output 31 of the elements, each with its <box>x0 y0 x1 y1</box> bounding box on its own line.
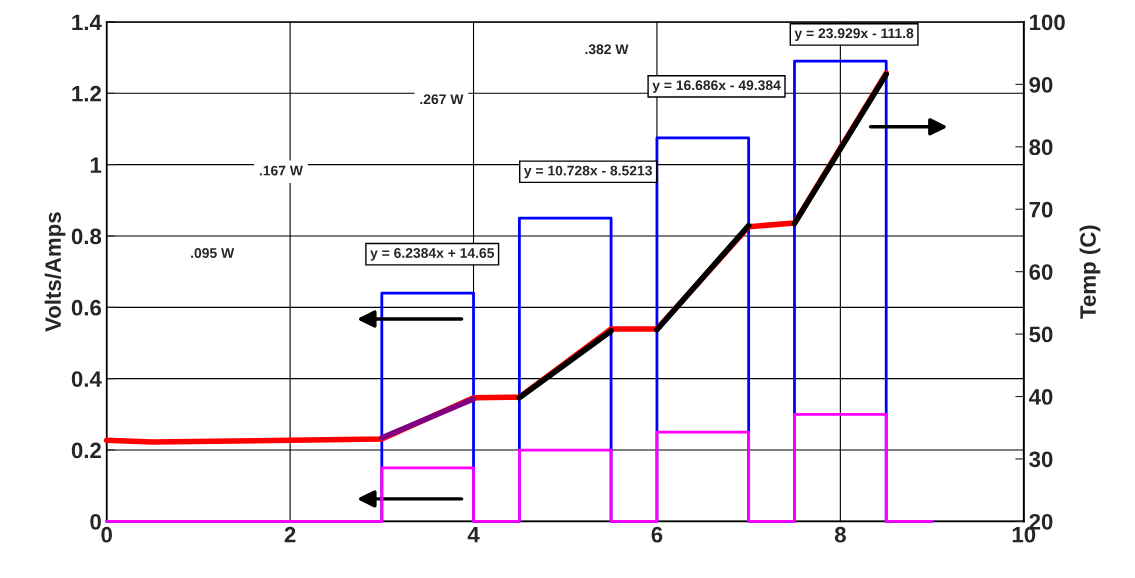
y-tick-label: 1 <box>90 157 102 173</box>
x-tick-label: 6 <box>651 526 663 543</box>
y-tick-label: 0.2 <box>71 442 101 459</box>
y-tick-label: 1.4 <box>72 14 102 31</box>
y2-tick-label: 30 <box>1029 451 1053 468</box>
y2-tick-label: 90 <box>1029 76 1053 93</box>
annotation: y = 16.686x - 49.384 <box>652 80 781 93</box>
y-tick-label: 0.6 <box>71 299 102 316</box>
annotation: .095 W <box>191 248 235 258</box>
annotation: .382 W <box>585 44 629 55</box>
y2-axis-title: Temp (C) <box>1079 225 1101 319</box>
annotation: .267 W <box>420 94 464 105</box>
y2-tick-label: 100 <box>1030 14 1065 31</box>
y-tick-label: 0.8 <box>71 228 102 245</box>
line-series <box>105 412 934 523</box>
y-axis-title: Volts/Amps <box>44 212 66 332</box>
y2-tick-label: 40 <box>1028 389 1053 405</box>
y-tick-label: 0.4 <box>71 371 102 387</box>
annotation: y = 10.728x - 8.5213 <box>523 165 652 179</box>
y2-tick-label: 50 <box>1029 326 1053 343</box>
y2-tick-label: 60 <box>1029 264 1053 280</box>
annotation: y = 6.2384x + 14.65 <box>370 248 495 261</box>
x-tick-label: 2 <box>284 526 296 543</box>
x-tick-label: 8 <box>834 526 846 543</box>
y2-tick-label: 80 <box>1029 139 1053 156</box>
y-tick-label: 0 <box>90 513 101 530</box>
x-tick-label: 4 <box>467 527 480 543</box>
annotation: y = 23.929x - 111.8 <box>794 28 914 41</box>
y-tick-label: 1.2 <box>72 85 101 102</box>
annotation: .167 W <box>259 165 303 176</box>
y2-tick-label: 70 <box>1029 201 1053 218</box>
